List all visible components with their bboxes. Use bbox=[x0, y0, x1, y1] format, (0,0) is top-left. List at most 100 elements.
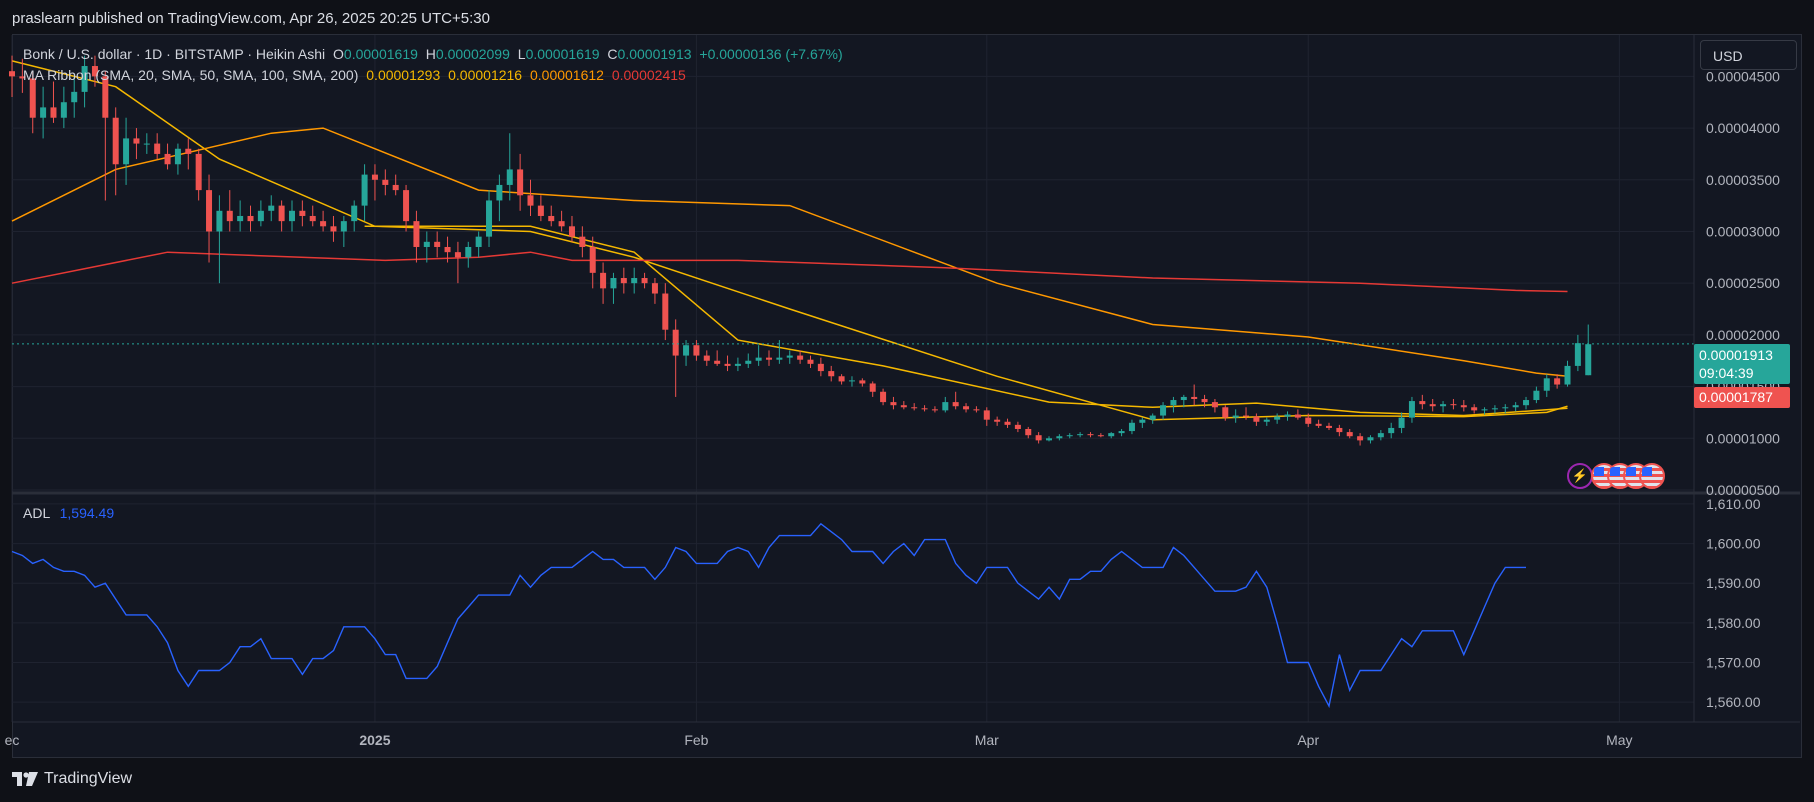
candle-body bbox=[724, 363, 731, 366]
candle-body bbox=[1305, 417, 1312, 424]
tradingview-logo[interactable]: TradingView bbox=[12, 770, 132, 788]
candle-body bbox=[1543, 378, 1550, 391]
candle-body bbox=[247, 215, 254, 222]
high-label: H bbox=[425, 46, 436, 62]
candle-body bbox=[1025, 428, 1032, 436]
grid-lines bbox=[11, 35, 1694, 722]
candle-body bbox=[1460, 405, 1467, 408]
ma-line-sma200 bbox=[11, 251, 1568, 293]
candle-body bbox=[29, 78, 36, 118]
candle-body bbox=[1554, 378, 1561, 385]
candle-body bbox=[133, 138, 140, 144]
time-tick-label: May bbox=[1606, 732, 1632, 748]
candle-body bbox=[1139, 419, 1146, 423]
adl-tick-label: 1,580.00 bbox=[1706, 615, 1761, 631]
candle-body bbox=[1491, 408, 1498, 410]
candle-body bbox=[1170, 400, 1177, 406]
candle-body bbox=[40, 107, 47, 118]
price-tick-label: 0.00000500 bbox=[1706, 482, 1780, 498]
candle-body bbox=[164, 153, 171, 165]
candle-body bbox=[91, 66, 98, 77]
candle-body bbox=[848, 380, 855, 382]
candle-body bbox=[1004, 421, 1011, 425]
price-tick-label: 0.00004000 bbox=[1706, 120, 1780, 136]
candle-body bbox=[1211, 402, 1218, 408]
candle-body bbox=[828, 371, 835, 377]
candle-body bbox=[1284, 414, 1291, 417]
candle-body bbox=[185, 148, 192, 154]
candle-body bbox=[734, 363, 741, 366]
candle-body bbox=[1066, 435, 1073, 437]
candle-body bbox=[963, 406, 970, 410]
candle-body bbox=[423, 241, 430, 247]
candle-body bbox=[1471, 407, 1478, 411]
candle-body bbox=[1274, 416, 1281, 420]
currency-button[interactable]: USD bbox=[1700, 40, 1797, 70]
candle-body bbox=[60, 102, 67, 118]
candle-body bbox=[973, 409, 980, 411]
candle-body bbox=[1294, 414, 1301, 418]
chart-frame bbox=[12, 34, 1802, 758]
us-flag-icon[interactable] bbox=[1639, 463, 1665, 489]
last-price-value: 0.00001913 bbox=[1699, 347, 1773, 363]
candle-body bbox=[1253, 416, 1260, 422]
adl-tick-label: 1,610.00 bbox=[1706, 496, 1761, 512]
adl-legend: ADL 1,594.49 bbox=[23, 505, 114, 521]
candle-body bbox=[403, 190, 410, 222]
time-tick-label: Feb bbox=[684, 732, 708, 748]
high-value: 0.00002099 bbox=[435, 46, 510, 62]
candle-body bbox=[1585, 344, 1592, 376]
candle-body bbox=[309, 215, 316, 222]
time-tick-label: ec bbox=[5, 732, 20, 748]
lightning-icon[interactable]: ⚡ bbox=[1567, 463, 1593, 489]
candle-body bbox=[817, 363, 824, 372]
time-axis: ec 2025 Feb Mar Apr May bbox=[5, 732, 1633, 748]
candle-body bbox=[340, 221, 347, 232]
candle-body bbox=[1315, 423, 1322, 426]
tradingview-logo-icon bbox=[12, 772, 38, 786]
price-tick-label: 0.00003500 bbox=[1706, 172, 1780, 188]
low-label: L bbox=[517, 46, 526, 62]
candle-body bbox=[766, 357, 773, 360]
candle-body bbox=[921, 408, 928, 410]
open-value: 0.00001619 bbox=[343, 46, 418, 62]
candle-body bbox=[838, 376, 845, 382]
symbol-legend: Bonk / U.S. dollar · 1D · BITSTAMP · Hei… bbox=[23, 46, 847, 62]
candle-body bbox=[558, 221, 565, 227]
adl-label: ADL bbox=[23, 505, 50, 521]
candle-body bbox=[143, 143, 150, 145]
candle-body bbox=[1108, 433, 1115, 437]
candle-body bbox=[1502, 407, 1509, 409]
candle-body bbox=[299, 210, 306, 216]
close-value: 0.00001913 bbox=[617, 46, 692, 62]
candle-body bbox=[931, 409, 938, 411]
ma-ribbon-label: MA Ribbon (SMA, 20, SMA, 50, SMA, 100, S… bbox=[23, 67, 359, 83]
candle-body bbox=[475, 236, 482, 247]
candle-body bbox=[278, 205, 285, 222]
candle-body bbox=[1574, 343, 1581, 366]
candle-body bbox=[890, 402, 897, 406]
ma-ribbon bbox=[11, 60, 1568, 421]
candle-body bbox=[1128, 422, 1135, 432]
candle-body bbox=[320, 221, 327, 227]
candle-body bbox=[797, 355, 804, 360]
candle-body bbox=[1367, 437, 1374, 441]
candle-body bbox=[465, 246, 472, 258]
candle-body bbox=[911, 407, 918, 409]
ma-line-sma50 bbox=[11, 60, 1568, 421]
adl-value: 1,594.49 bbox=[59, 505, 115, 521]
candle-body bbox=[672, 329, 679, 356]
candle-body bbox=[1377, 433, 1384, 438]
price-tick-label: 0.00004500 bbox=[1706, 68, 1780, 84]
candle-body bbox=[1408, 401, 1415, 418]
candle-body bbox=[859, 380, 866, 384]
candle-body bbox=[1325, 425, 1332, 428]
candle-body bbox=[1523, 400, 1530, 406]
candle-body bbox=[1346, 432, 1353, 437]
sma20-value: 0.00001293 bbox=[366, 67, 441, 83]
ma-price-tag: 0.00001787 bbox=[1694, 387, 1790, 408]
change-value: +0.00000136 (+7.67%) bbox=[699, 46, 843, 62]
candle-body bbox=[568, 226, 575, 237]
candle-body bbox=[1512, 405, 1519, 408]
